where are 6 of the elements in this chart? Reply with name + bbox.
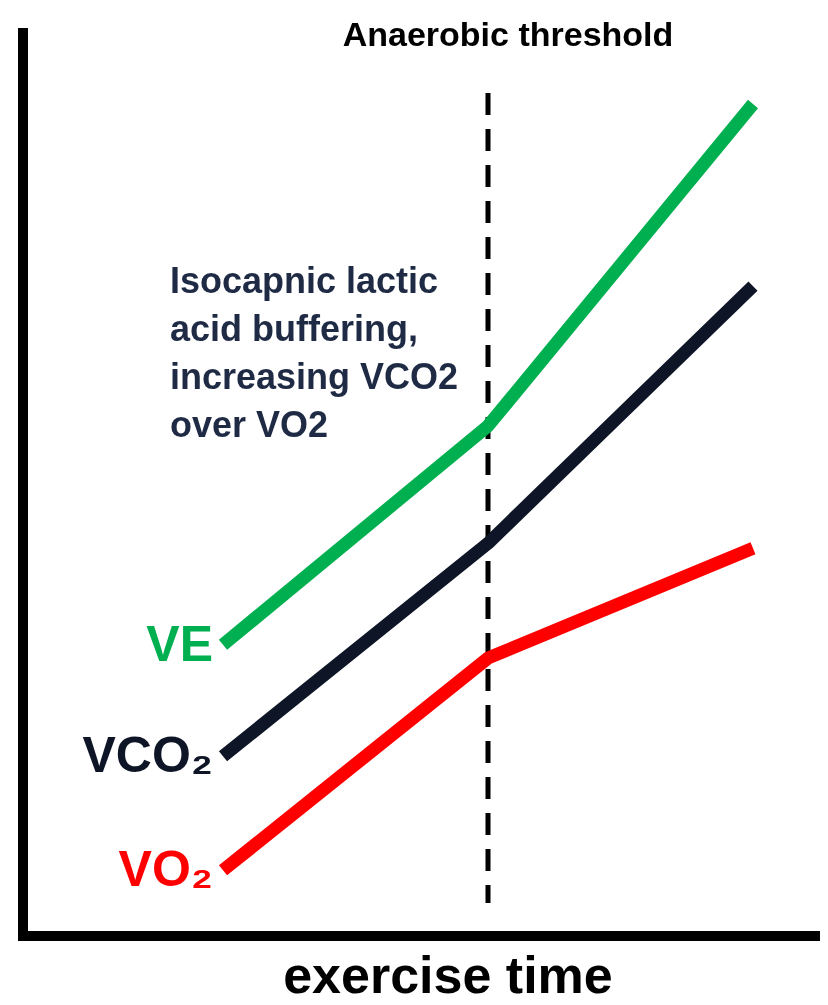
series-label: VE [146, 615, 213, 672]
annotation: Isocapnic lactic acid buffering, increasing VCO2 over VO2 [170, 260, 459, 445]
series-label: VO₂ [118, 841, 213, 898]
series-label: VCO₂ [82, 727, 213, 784]
x-axis-title: exercise time [283, 946, 613, 1004]
text: Anaerobic threshold [342, 15, 674, 53]
